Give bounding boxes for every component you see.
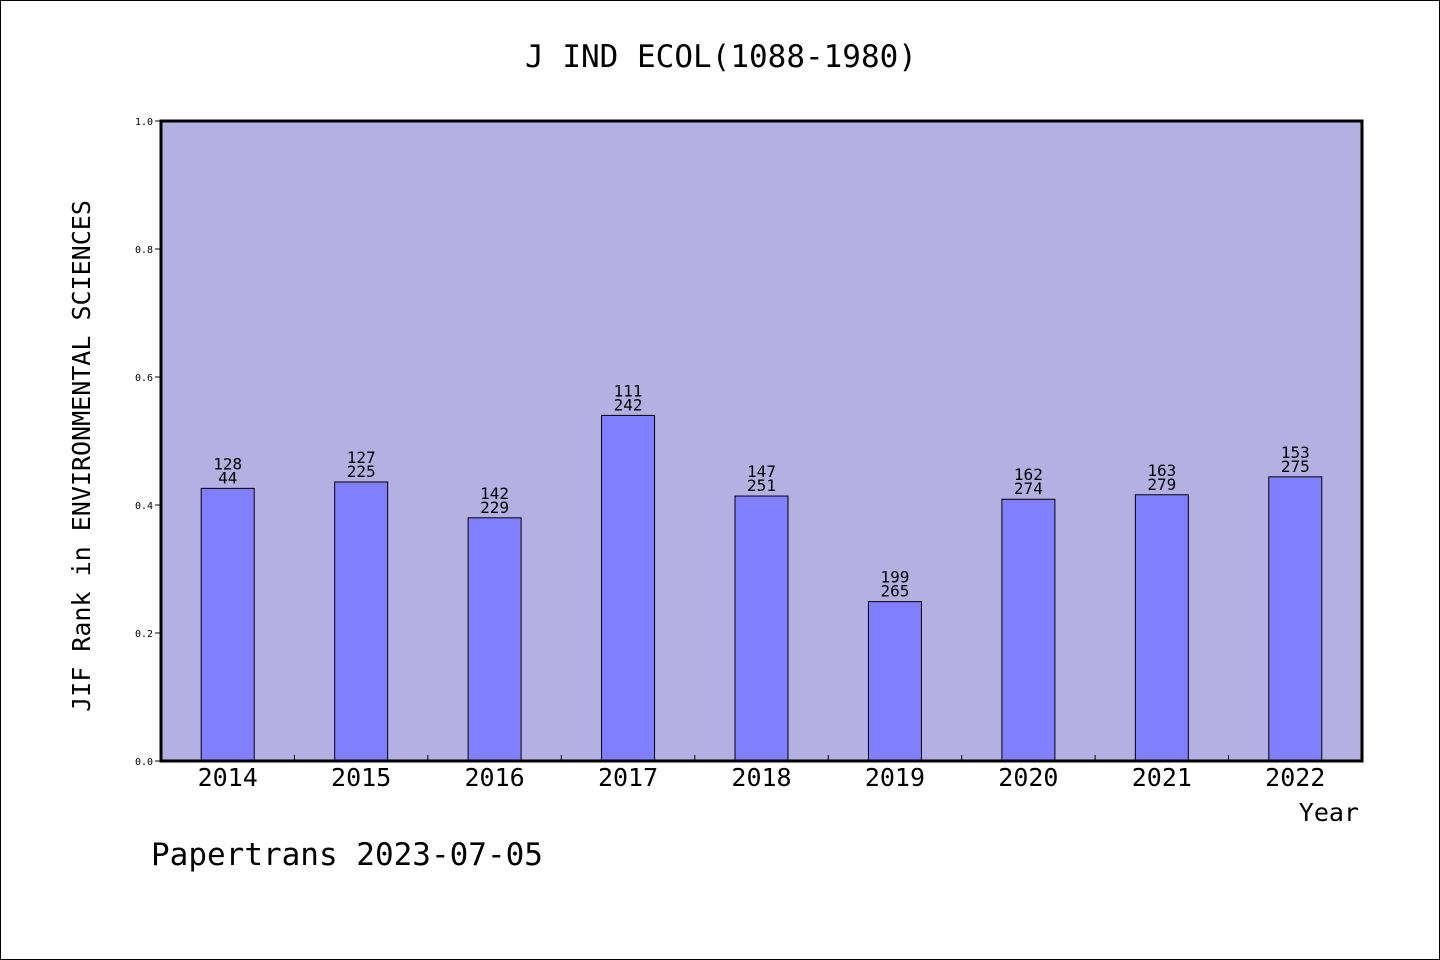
x-tick-label: 2020 <box>998 763 1058 792</box>
bar-rank-label: 153 <box>1281 443 1310 462</box>
bar-rank-label: 162 <box>1014 465 1043 484</box>
plot-frame <box>159 119 1364 763</box>
bar-total-label: 251 <box>747 476 776 495</box>
bar-total-label: 229 <box>480 498 509 517</box>
bar <box>200 487 255 762</box>
y-tick-label: 0.4 <box>135 501 153 512</box>
bar <box>467 517 522 762</box>
bar-rank-label: 147 <box>747 462 776 481</box>
y-tick-label: 0.0 <box>135 757 153 768</box>
x-tick-label: 2019 <box>865 763 925 792</box>
bar-total-label: 275 <box>1281 457 1310 476</box>
y-tick-label: 0.2 <box>135 629 153 640</box>
x-axis-label: Year <box>1299 798 1359 827</box>
bar <box>734 495 789 762</box>
x-tick-label: 2016 <box>465 763 525 792</box>
bar-rank-label: 111 <box>614 381 643 400</box>
y-tick-label: 0.6 <box>135 373 153 384</box>
bar-rank-label: 199 <box>880 568 909 587</box>
x-tick-label: 2022 <box>1265 763 1325 792</box>
y-tick-label: 0.8 <box>135 245 153 256</box>
x-tick-label: 2017 <box>598 763 658 792</box>
x-tick-label: 2015 <box>331 763 391 792</box>
x-tick-label: 2014 <box>198 763 258 792</box>
bar-rank-label: 127 <box>347 448 376 467</box>
bar-total-label: 274 <box>1014 479 1043 498</box>
bar-total-label: 279 <box>1147 475 1176 494</box>
x-axis: 2014 2015 2016 2017 2018 2019 2020 2021 2022 <box>198 755 1325 792</box>
bar <box>601 414 656 762</box>
y-tick-label: 1.0 <box>135 117 153 128</box>
bar-total-label: 242 <box>614 395 643 414</box>
y-axis-label: JIF Rank in ENVIRONMENTAL SCIENCES <box>67 200 96 712</box>
bar-total-label: 265 <box>880 582 909 601</box>
bars-group: 1284412722514222911124214725119926516227… <box>200 381 1323 762</box>
footer-credit: Papertrans 2023-07-05 <box>151 837 543 873</box>
bar <box>334 481 389 762</box>
bar <box>1268 476 1323 762</box>
x-tick-label: 2018 <box>731 763 791 792</box>
y-axis: 0.0 0.2 0.4 0.6 0.8 1.0 <box>135 117 161 768</box>
bar-total-label: 44 <box>218 468 237 487</box>
x-tick-label: 2021 <box>1132 763 1192 792</box>
bar <box>1134 494 1189 762</box>
bar <box>1001 498 1056 762</box>
bar-rank-label: 163 <box>1147 461 1176 480</box>
bar-rank-label: 128 <box>213 454 242 473</box>
bar <box>867 601 922 762</box>
bar-total-label: 225 <box>347 462 376 481</box>
chart-title: J IND ECOL(1088-1980) <box>525 39 917 75</box>
bar-rank-label: 142 <box>480 484 509 503</box>
